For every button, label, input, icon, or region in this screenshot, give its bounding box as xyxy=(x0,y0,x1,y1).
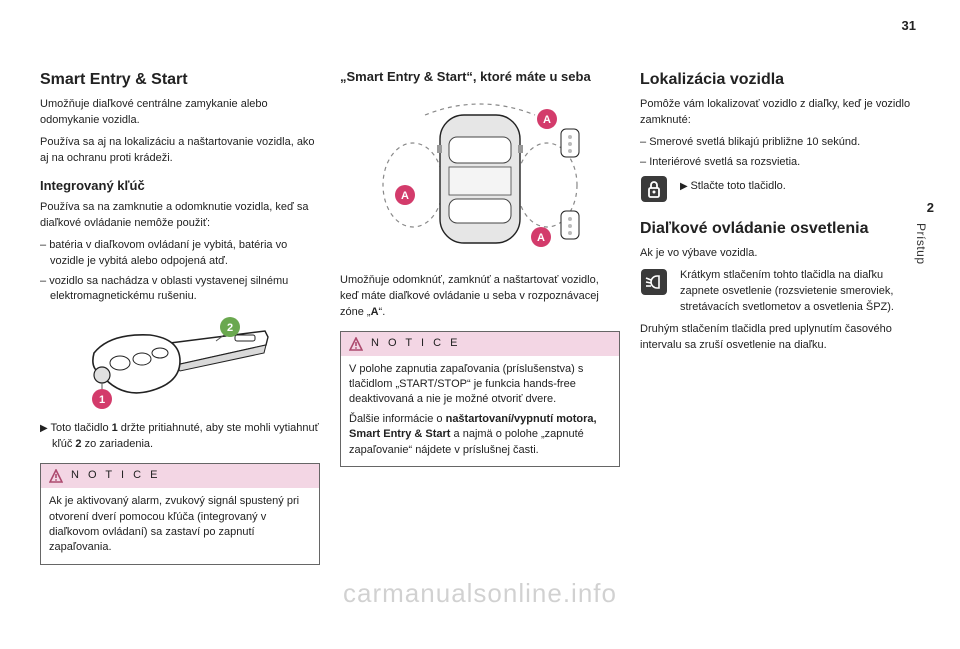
notice-box: N O T I C E V polohe zapnutia zapaľovani… xyxy=(340,331,620,467)
column-2: „Smart Entry & Start“, ktoré máte u seba xyxy=(340,68,620,565)
watermark: carmanualsonline.info xyxy=(0,578,960,609)
heading-smart-entry: Smart Entry & Start xyxy=(40,68,320,91)
svg-text:A: A xyxy=(537,232,545,244)
svg-text:1: 1 xyxy=(99,394,105,406)
car-top-view-icon xyxy=(437,115,523,243)
chapter-label: Prístup xyxy=(914,223,928,265)
column-1: Smart Entry & Start Umožňuje diaľkové ce… xyxy=(40,68,320,565)
lock-icon xyxy=(640,175,668,203)
notice-header: N O T I C E xyxy=(41,464,319,488)
svg-text:A: A xyxy=(543,114,551,126)
text-block: Krátkym stlačením tohto tlačidla na diaľ… xyxy=(680,268,920,316)
text-block: Druhým stlačením tlačidla pred uplynutím… xyxy=(640,322,920,354)
key-figure: 1 2 xyxy=(40,313,320,413)
callout-1: 1 xyxy=(92,383,112,409)
text-block: Pomôže vám lokalizovať vozidlo z diaľky,… xyxy=(640,97,920,129)
car-zone-figure: A A A xyxy=(340,95,620,265)
text-fragment: Stlačte toto tlačidlo. xyxy=(690,180,785,192)
text-block: Ďalšie informácie o naštartovaní/vypnutí… xyxy=(349,412,611,458)
triangle-icon xyxy=(40,422,50,434)
bullet-item: Interiérové svetlá sa rozsvietia. xyxy=(640,155,920,171)
bullet-item: Smerové svetlá blikajú približne 10 sekú… xyxy=(640,135,920,151)
page-number: 31 xyxy=(902,18,916,33)
warning-triangle-icon xyxy=(349,337,363,351)
key-fob-icon xyxy=(93,335,180,393)
zone-marker-a: A xyxy=(395,185,415,205)
text-block: Ak je vo výbave vozidla. xyxy=(640,246,920,262)
text-block: Používa sa na zamknutie a odomknutie voz… xyxy=(40,200,320,232)
three-column-layout: Smart Entry & Start Umožňuje diaľkové ce… xyxy=(40,68,920,565)
warning-triangle-icon xyxy=(49,469,63,483)
bullet-item: vozidlo sa nachádza v oblasti vystavenej… xyxy=(40,274,320,306)
heading-locate-vehicle: Lokalizácia vozidla xyxy=(640,68,920,91)
text-fragment: Ďalšie informácie o xyxy=(349,413,446,425)
text-block: Používa sa aj na lokalizáciu a naštartov… xyxy=(40,135,320,167)
zone-marker-a: A xyxy=(537,109,557,129)
notice-body: Ak je aktivovaný alarm, zvukový signál s… xyxy=(41,488,319,564)
chapter-number: 2 xyxy=(914,200,934,215)
notice-box: N O T I C E Ak je aktivovaný alarm, zvuk… xyxy=(40,463,320,565)
headlight-icon xyxy=(640,268,668,296)
instruction-line: Stlačte toto tlačidlo. xyxy=(680,179,920,195)
page-container: 31 2 Prístup Smart Entry & Start Umožňuj… xyxy=(0,0,960,649)
remote-icon xyxy=(561,129,579,157)
icon-text-row: Krátkym stlačením tohto tlačidla na diaľ… xyxy=(640,268,920,316)
zone-marker-a: A xyxy=(531,227,551,247)
key-blade-icon xyxy=(170,331,268,371)
notice-label: N O T I C E xyxy=(371,336,460,352)
text-block: V polohe zapnutia zapaľovania (príslušen… xyxy=(349,362,611,408)
triangle-icon xyxy=(680,180,690,192)
heading-integrated-key: Integrovaný kľúč xyxy=(40,177,320,196)
bold-a: A xyxy=(371,306,379,318)
instruction-line: Toto tlačidlo 1 držte pritiahnuté, aby s… xyxy=(40,421,320,453)
svg-text:A: A xyxy=(401,190,409,202)
text-fragment: “. xyxy=(379,306,386,318)
heading-remote-lighting: Diaľkové ovládanie osvetlenia xyxy=(640,217,920,240)
text-fragment: Toto tlačidlo xyxy=(50,422,111,434)
heading-smart-entry-carry: „Smart Entry & Start“, ktoré máte u seba xyxy=(340,68,620,87)
text-block: Umožňuje diaľkové centrálne zamykanie al… xyxy=(40,97,320,129)
remote-icon xyxy=(561,211,579,239)
notice-header: N O T I C E xyxy=(341,332,619,356)
text-block: Umožňuje odomknúť, zamknúť a naštartovať… xyxy=(340,273,620,321)
icon-text-row: Stlačte toto tlačidlo. xyxy=(640,175,920,203)
notice-body: V polohe zapnutia zapaľovania (príslušen… xyxy=(341,356,619,466)
notice-label: N O T I C E xyxy=(71,468,160,484)
column-3: Lokalizácia vozidla Pomôže vám lokalizov… xyxy=(640,68,920,565)
side-tab: 2 Prístup xyxy=(914,200,934,360)
svg-text:2: 2 xyxy=(227,322,233,334)
text-fragment: zo zariadenia. xyxy=(82,438,154,450)
bullet-item: batéria v diaľkovom ovládaní je vybitá, … xyxy=(40,238,320,270)
